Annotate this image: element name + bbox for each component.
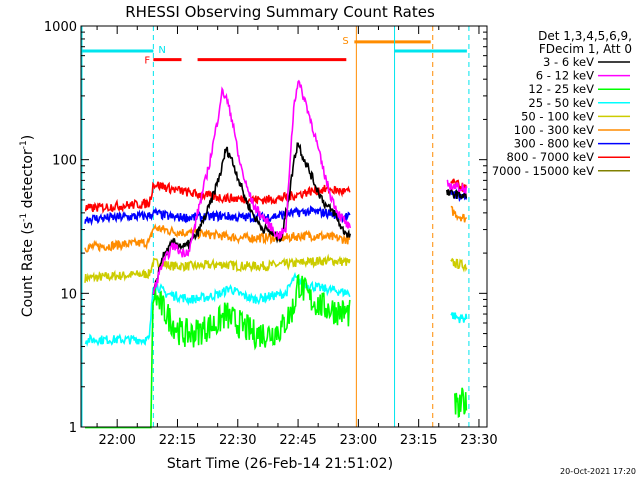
chart-title: RHESSI Observing Summary Count Rates [125,3,435,21]
y-tick-label: 1 [69,421,77,436]
series-tail-12-25-kev [454,387,468,419]
legend-label-50-100-kev: 50 - 100 keV [521,109,594,123]
legend-label-12-25-kev: 12 - 25 keV [528,82,594,96]
y-tick-label: 100 [52,154,77,169]
legend-header-1: Det 1,3,4,5,6,9, [538,29,632,43]
series-line-12-25-kev [85,273,351,429]
x-tick-label: 22:00 [98,433,135,448]
series-tail-25-50-kev [450,312,468,324]
annotation-label-n: N [158,45,165,56]
series-line-50-100-kev [84,253,351,283]
legend-label-25-50-kev: 25 - 50 keV [528,96,594,110]
series-line-100-300-kev [84,223,351,253]
mode-boundary-lines [81,26,470,427]
series-line-300-800-kev [84,205,351,227]
x-tick-label: 22:30 [219,433,256,448]
observing-mode-bars: NF S [81,36,467,67]
y-tick-label: 1000 [44,20,77,35]
y-axis-label-prefix: Count Rate (s [20,222,36,317]
legend-label-7000-15000-kev: 7000 - 15000 keV [492,164,594,178]
legend-label-3-6-kev: 3 - 6 keV [543,55,594,69]
y-axis-label-sup2: -1 [19,140,29,149]
series-line-6-12-kev [152,79,351,295]
footer-date: 20-Oct-2021 17:20 [560,467,636,476]
legend-label-800-7000-kev: 800 - 7000 keV [506,150,594,164]
series-line-800-7000-kev [84,181,351,215]
x-tick-label: 23:30 [460,433,497,448]
legend-label-100-300-kev: 100 - 300 keV [514,123,594,137]
annotation-label-s: S [342,36,348,47]
y-axis-label-mid: detector [20,149,36,213]
series-tail-50-100-kev [450,257,468,273]
x-axis-label: Start Time (26-Feb-14 21:51:02) [167,456,393,472]
series-tail-6-12-kev [446,179,468,194]
y-tick-label: 10 [60,287,77,302]
series-line-3-6-kev [152,142,351,295]
x-tick-label: 22:45 [279,433,316,448]
legend-label-300-800-kev: 300 - 800 keV [514,137,594,151]
legend: Det 1,3,4,5,6,9, FDecim 1, Att 0 3 - 6 k… [492,29,632,178]
y-axis-ticks: 1 10 100 1000 [44,20,487,436]
y-axis-label-sup1: -1 [19,213,29,222]
plot-frame [80,25,488,428]
legend-header-2: FDecim 1, Att 0 [539,42,632,56]
count-rate-series [84,79,468,429]
series-tail-3-6-kev [446,186,468,199]
x-tick-label: 23:00 [340,433,377,448]
legend-label-6-12-kev: 6 - 12 keV [536,69,594,83]
x-axis-ticks: 22:00 22:15 22:30 22:45 23:00 23:15 23:30 [96,26,498,448]
x-tick-label: 22:15 [159,433,196,448]
series-line-25-50-kev [84,271,351,347]
series-tail-100-300-kev [450,205,468,223]
y-axis-label: Count Rate (s-1 detector-1) [19,135,36,317]
annotation-label-f: F [144,56,150,67]
y-axis-label-suffix: ) [20,135,36,140]
x-tick-label: 23:15 [400,433,437,448]
